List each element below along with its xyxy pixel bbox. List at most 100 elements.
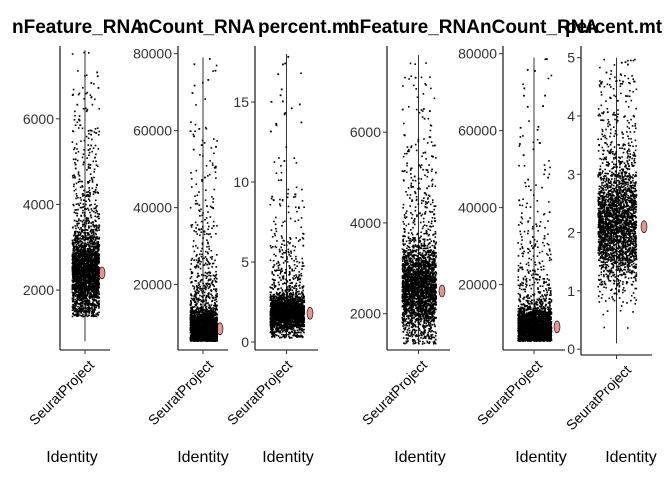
data-point xyxy=(72,245,75,247)
data-point xyxy=(87,282,89,284)
data-point xyxy=(82,305,84,307)
data-point xyxy=(72,252,74,254)
data-point xyxy=(91,256,93,258)
data-point xyxy=(97,215,100,217)
data-point xyxy=(199,215,201,217)
data-point xyxy=(80,288,83,291)
data-point xyxy=(80,290,83,292)
data-point xyxy=(72,176,74,179)
data-point xyxy=(190,276,193,278)
data-point xyxy=(74,295,77,297)
data-point xyxy=(87,165,90,168)
outlier-point xyxy=(78,119,81,122)
outlier-point xyxy=(74,167,77,170)
data-point xyxy=(78,289,80,291)
data-point xyxy=(96,213,99,215)
data-point xyxy=(90,238,93,241)
data-point xyxy=(90,294,93,296)
data-point xyxy=(83,286,86,289)
data-point xyxy=(200,260,202,263)
data-point xyxy=(96,236,98,238)
data-point xyxy=(97,266,99,268)
data-point xyxy=(191,186,193,188)
data-point xyxy=(94,269,97,271)
data-point xyxy=(71,253,74,256)
data-point xyxy=(79,293,81,296)
data-point xyxy=(83,270,85,273)
outlier-point xyxy=(89,191,91,194)
data-point xyxy=(81,287,83,290)
data-point xyxy=(205,288,207,291)
data-point xyxy=(97,192,99,194)
data-point xyxy=(91,309,94,311)
data-point xyxy=(80,243,83,245)
data-point xyxy=(96,290,98,293)
data-point xyxy=(198,322,201,324)
y-tick-label: 2000 xyxy=(23,282,54,298)
data-point xyxy=(206,322,208,324)
data-point xyxy=(86,292,88,295)
data-point xyxy=(84,254,86,256)
data-point xyxy=(201,291,204,293)
data-point xyxy=(82,264,85,267)
data-point xyxy=(84,304,87,307)
data-point xyxy=(204,256,207,258)
data-point xyxy=(203,300,205,303)
data-point xyxy=(81,234,84,237)
data-point xyxy=(72,249,75,252)
data-point xyxy=(74,239,77,241)
data-point xyxy=(75,313,78,315)
data-point xyxy=(95,299,97,302)
data-point xyxy=(97,242,99,244)
data-point xyxy=(96,237,99,240)
data-point xyxy=(84,252,86,254)
data-point xyxy=(74,292,77,294)
y-tick-label: 40000 xyxy=(133,200,172,216)
data-point xyxy=(195,296,197,299)
data-point xyxy=(81,259,84,262)
data-point xyxy=(74,298,77,301)
data-point xyxy=(83,294,85,296)
data-point xyxy=(98,236,101,239)
data-point xyxy=(79,274,82,277)
data-point xyxy=(92,296,95,298)
data-point xyxy=(79,264,82,266)
data-point xyxy=(92,223,95,226)
data-point xyxy=(90,293,92,295)
data-point xyxy=(88,302,90,305)
data-point xyxy=(205,299,207,301)
data-point xyxy=(83,284,86,286)
data-point xyxy=(85,290,87,292)
data-point xyxy=(81,292,84,294)
data-point xyxy=(88,305,90,308)
data-point xyxy=(87,287,89,290)
data-point xyxy=(94,211,97,214)
data-point xyxy=(74,290,76,292)
data-point xyxy=(87,306,89,309)
data-point xyxy=(86,259,89,261)
data-point xyxy=(73,239,75,241)
data-point xyxy=(74,285,77,287)
data-point xyxy=(82,225,84,227)
data-point xyxy=(199,263,201,265)
data-point xyxy=(195,304,198,307)
data-point xyxy=(77,234,80,236)
data-point xyxy=(87,304,90,306)
data-point xyxy=(208,261,210,264)
data-point xyxy=(85,302,87,305)
data-point xyxy=(77,237,79,240)
data-point xyxy=(214,301,216,304)
data-point xyxy=(92,313,95,316)
data-point xyxy=(197,311,199,314)
data-point xyxy=(80,314,82,317)
outlier-point xyxy=(74,158,77,161)
data-point xyxy=(88,280,90,282)
data-point xyxy=(89,285,92,287)
data-point xyxy=(194,279,196,282)
data-point xyxy=(207,293,209,295)
data-point xyxy=(209,316,212,319)
data-point xyxy=(73,247,75,250)
data-point xyxy=(96,289,99,291)
data-point xyxy=(95,306,97,309)
data-point xyxy=(74,268,76,271)
